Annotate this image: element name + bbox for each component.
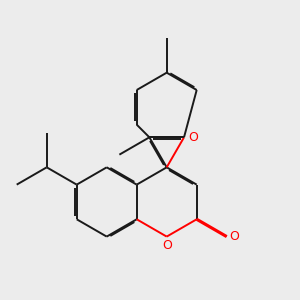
- Text: O: O: [162, 239, 172, 252]
- Text: O: O: [229, 230, 239, 243]
- Text: O: O: [188, 131, 198, 144]
